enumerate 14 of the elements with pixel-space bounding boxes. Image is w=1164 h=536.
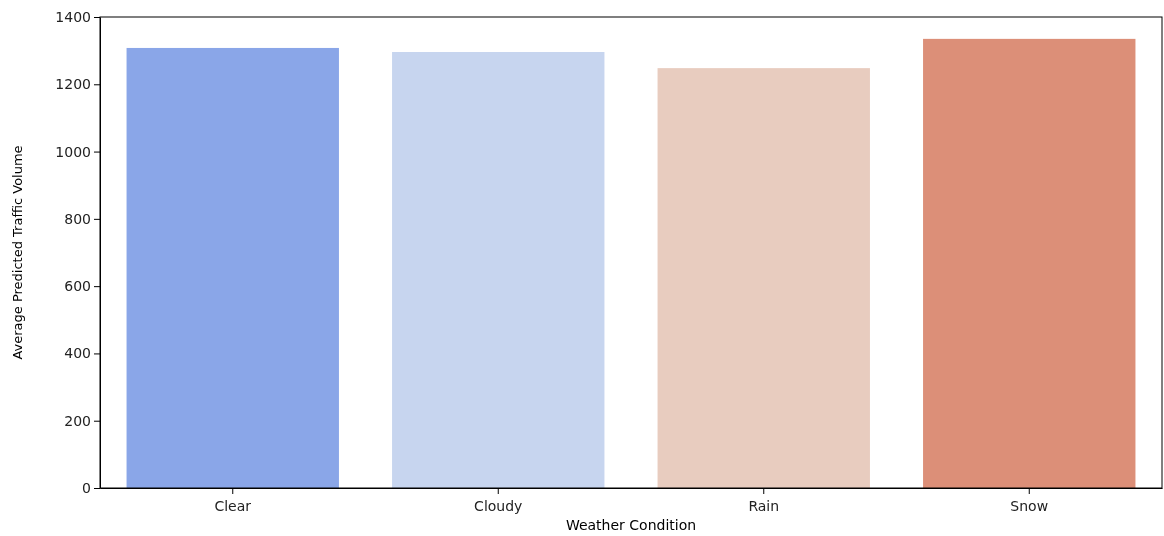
x-axis-title: Weather Condition — [565, 517, 697, 533]
y-tick-label: 0 — [82, 479, 91, 496]
y-tick-label: 1400 — [55, 8, 91, 25]
x-tick-label: Clear — [214, 498, 252, 514]
y-tick-label: 200 — [64, 412, 91, 429]
x-tick-label: Cloudy — [474, 498, 523, 514]
y-tick-label: 400 — [64, 345, 91, 362]
y-tick-label: 1200 — [55, 76, 91, 93]
x-tick-label: Rain — [748, 498, 780, 514]
y-tick-label: 1000 — [55, 143, 91, 160]
y-axis-title: Average Predicted Traffic Volume — [10, 145, 25, 360]
x-tick-label: Snow — [1010, 498, 1049, 514]
y-tick-label: 600 — [64, 278, 91, 295]
y-tick-label: 800 — [64, 210, 91, 227]
